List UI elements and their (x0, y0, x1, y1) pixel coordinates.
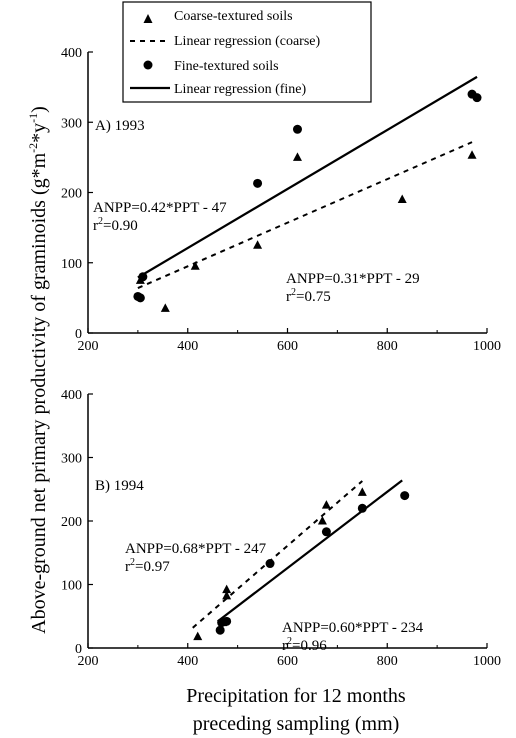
legend-box (122, 1, 372, 103)
x-axis-label-line-2: preceding sampling (mm) (193, 713, 400, 735)
panel-b-fine-point (321, 527, 331, 537)
y-axis-label-exponent-2: -1 (26, 113, 40, 123)
panel-a-y-tick-label: 400 (61, 46, 82, 61)
panel-b-x-tick-label: 1000 (473, 654, 501, 669)
panel-a-coarse-point (160, 303, 170, 312)
panel-b-r-squared: r2=0.96 (282, 636, 327, 654)
legend: Coarse-textured soils Linear regression (… (122, 1, 372, 103)
panel-a-coarse-point (253, 240, 263, 249)
panel-a-coarse-regression-line (137, 141, 473, 289)
panel-b-fine-point (215, 625, 225, 635)
y-axis-label-end: ) (28, 106, 50, 113)
panel-a-x-tick-label: 600 (277, 339, 298, 354)
panel-b-label: B) 1994 (95, 478, 144, 494)
panel-a-fine-point (472, 93, 482, 103)
panel-a-r-squared: r2=0.90 (93, 216, 138, 234)
legend-entry: Coarse-textured soils (174, 9, 293, 24)
panel-a-x-tick-label: 1000 (473, 339, 501, 354)
y-axis-label-middle: *y (28, 123, 50, 143)
panel-b-coarse-regression-line (192, 480, 363, 629)
legend-entry: Fine-textured soils (174, 59, 279, 74)
panel-a-label: A) 1993 (95, 118, 145, 134)
panel-b-coarse-point (321, 500, 331, 509)
panel-b-fine-point (400, 491, 410, 501)
panel-b-y-tick-label: 100 (61, 579, 82, 594)
legend-entry: Linear regression (fine) (174, 82, 306, 97)
panel-a-coarse-point (397, 194, 407, 204)
y-axis-label-main: Above-ground net primary productivity of… (28, 152, 50, 633)
panel-a-coarse-point (292, 152, 302, 161)
panel-a-y-tick-label: 300 (61, 116, 82, 131)
panel-b-x-tick-label: 600 (277, 654, 298, 669)
panel-a-x-tick-label: 800 (377, 339, 398, 354)
panel-b-fine-point (265, 559, 275, 569)
panel-b-fine-regression-line (217, 479, 403, 623)
panel-b-coarse-point (317, 516, 327, 525)
panel-a-fine-regression-line (137, 75, 478, 279)
panel-a-equation: ANPP=0.42*PPT - 47 (93, 200, 227, 216)
panel-a-fine-point (135, 293, 145, 303)
panel-b-y-tick-label: 0 (75, 642, 82, 657)
panel-b-coarse-point (193, 631, 203, 641)
panel-b-x-tick-label: 800 (377, 654, 398, 669)
panel-a-x-tick-label: 200 (78, 339, 99, 354)
panel-b-y-tick-label: 300 (61, 452, 82, 467)
panel-a-x-tick-label: 400 (177, 339, 198, 354)
panel-b-x-tick-label: 400 (177, 654, 198, 669)
panel-b-equation: ANPP=0.68*PPT - 247 (125, 541, 267, 557)
panel-b-coarse-point (357, 487, 367, 496)
panel-a-y-tick-label: 0 (75, 327, 82, 342)
panel-b-coarse-point (222, 590, 232, 600)
legend-entry: Linear regression (coarse) (174, 34, 320, 49)
panel-b-r-squared: r2=0.97 (125, 557, 170, 575)
legend-coarse-marker (143, 14, 153, 23)
panel-b-equation: ANPP=0.60*PPT - 234 (282, 620, 424, 636)
panel-a-plot: 0 100 200 300 400 200 400 600 800 1000 A) 1993 ANPP… (61, 46, 501, 354)
panel-a-y-tick-label: 100 (61, 257, 82, 272)
panel-b-fine-point (222, 616, 232, 626)
panel-a-fine-point (253, 178, 263, 188)
panel-b-fine-point (357, 503, 367, 513)
panel-b-plot: 0 100 200 300 400 200 400 600 800 1000 B) 1994 ANPP… (61, 388, 501, 669)
x-axis-label-line-1: Precipitation for 12 months (186, 685, 406, 707)
panel-a-fine-point (138, 272, 148, 282)
legend-fine-marker (143, 60, 153, 70)
y-axis-label-exponent-1: -2 (26, 143, 40, 153)
panel-a-r-squared: r2=0.75 (286, 287, 331, 305)
panel-b-x-tick-label: 200 (78, 654, 99, 669)
panel-a-equation: ANPP=0.31*PPT - 29 (286, 271, 420, 287)
panel-b-y-tick-label: 200 (61, 515, 82, 530)
panel-b-y-tick-label: 400 (61, 388, 82, 403)
panel-a-y-tick-label: 200 (61, 187, 82, 202)
panel-a-coarse-point (190, 261, 200, 270)
panel-a-fine-point (292, 124, 302, 134)
y-axis-label: Above-ground net primary productivity of… (26, 106, 50, 634)
panel-b-coarse-point (222, 584, 232, 594)
panel-a-coarse-point (467, 150, 477, 159)
